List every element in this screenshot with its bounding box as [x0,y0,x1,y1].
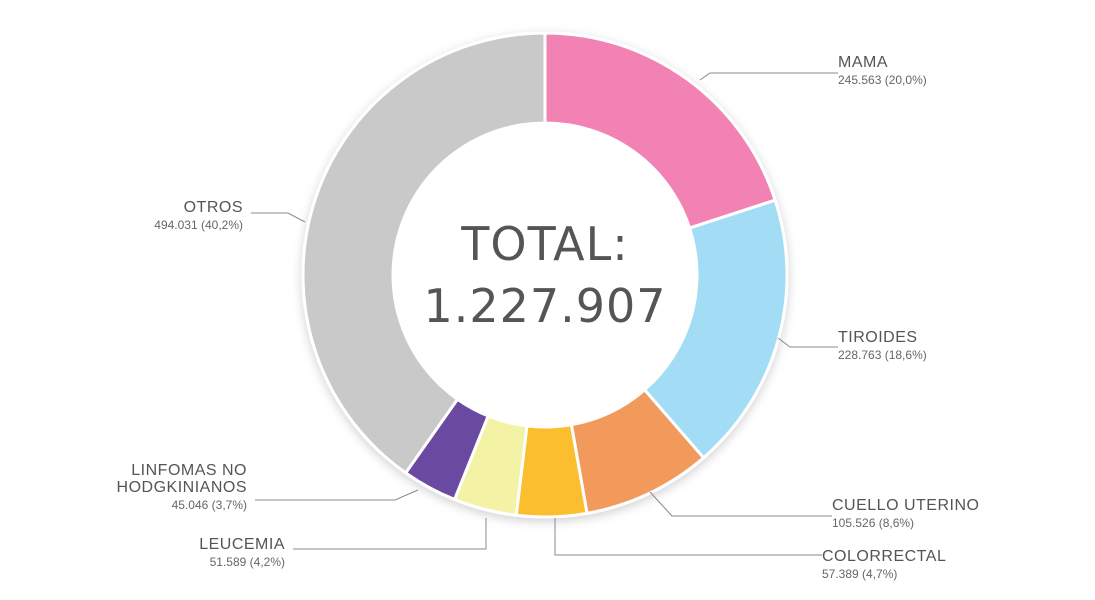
slice-value-colorrectal: 57.389 (4,7%) [822,567,897,581]
total-label: TOTAL: [460,217,628,271]
slice-value-mama: 245.563 (20,0%) [838,73,927,87]
leader-line-otros [251,212,306,223]
leader-line-cuello-uterino [649,491,832,517]
slice-value-cuello-uterino: 105.526 (8,6%) [832,516,914,530]
leader-line-linfomas-no-hodgkinianos [255,489,419,501]
slice-value-otros: 494.031 (40,2%) [154,218,243,232]
leader-line-colorrectal [554,518,822,556]
donut-slices [301,31,789,519]
slice-value-leucemia: 51.589 (4,2%) [210,555,285,569]
slice-label-mama: MAMA [838,54,888,71]
slice-label-colorrectal: COLORRECTAL [822,548,946,565]
slice-value-tiroides: 228.763 (18,6%) [838,348,927,362]
slice-label-leucemia: LEUCEMIA [199,536,285,553]
slice-label-cuello-uterino: CUELLO UTERINO [832,497,979,514]
slice-label-linfomas-no-hodgkinianos-2: HODGKINIANOS [117,479,247,496]
total-value: 1.227.907 [423,279,666,333]
donut-hole [393,123,697,427]
slice-label-otros: OTROS [184,199,243,216]
slice-label-tiroides: TIROIDES [838,329,918,346]
slice-label-linfomas-no-hodgkinianos-1: LINFOMAS NO [131,462,247,479]
leader-line-tiroides [777,337,838,348]
leader-line-leucemia [293,518,487,550]
leader-line-mama [699,72,838,81]
slice-value-linfomas-no-hodgkinianos: 45.046 (3,7%) [172,498,247,512]
leader-lines [251,72,838,556]
slice-labels: MAMA 245.563 (20,0%) TIROIDES 228.763 (18,6… [117,54,979,581]
